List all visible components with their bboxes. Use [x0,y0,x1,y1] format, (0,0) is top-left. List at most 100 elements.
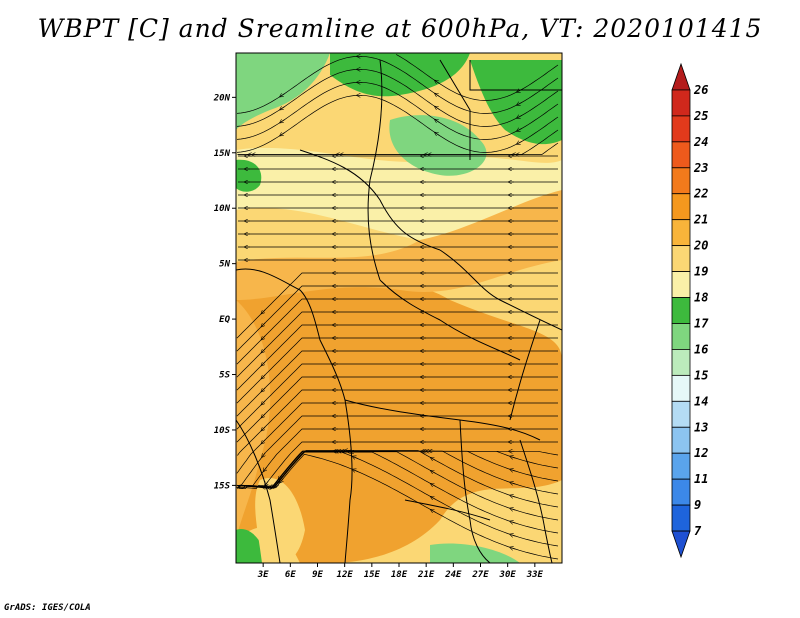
colorbar-box [671,452,691,480]
streamline-arrow [511,535,516,536]
streamline-arrow [436,107,440,109]
streamline-arrow [511,457,516,458]
lat-tick-label: 10S [214,426,231,436]
colorbar-label: 23 [693,161,708,175]
lon-tick-label: 27E [471,570,489,580]
streamline-arrow [262,348,266,352]
lon-tick-label: 15E [364,570,381,580]
streamline [237,451,559,534]
lon-tick-label: 30E [499,570,517,580]
border-line [367,59,383,281]
streamline [236,311,558,378]
streamline-arrow [518,116,522,118]
streamline-arrow [432,510,436,512]
border-line [459,419,491,563]
streamline-arrow [281,133,285,135]
colorbar-box [671,89,691,117]
streamline-arrow [436,120,440,122]
colorbar-box [671,478,691,506]
streamline [238,415,558,489]
streamline-arrow [432,471,436,473]
colorbar-box [671,374,691,402]
colorbar-box [671,323,691,350]
field-green-se-corner [430,543,520,563]
lon-tick-label: 9E [312,570,323,580]
streamline [236,272,558,339]
streamline-arrow [436,133,440,135]
streamline [236,81,559,140]
streamline-arrow [281,94,285,96]
streamline-arrow [354,457,358,459]
field-yellow-pale-band [236,147,562,240]
colorbar-label: 24 [693,135,708,149]
streamline-arrow [518,103,522,105]
colorbar-label: 17 [694,316,709,330]
border-line [439,59,471,160]
streamline-arrow [436,94,440,96]
border-line [404,499,491,521]
colorbar-box [671,297,691,324]
streamline [236,363,558,430]
colorbar-box [671,400,691,428]
colorbar-box [671,219,691,247]
colorbar-label: 26 [693,83,708,97]
streamline-arrow [518,129,522,131]
streamline-arrow [262,400,266,404]
latitude-axis: 20N 15N 10N 5N EQ 5S 10S 15S [213,93,236,491]
streamline-arrow [262,335,266,339]
border-line [236,419,281,563]
grads-credit: GrADS: IGES/COLA [4,603,91,613]
streamline-arrow [281,478,284,481]
streamline [236,450,559,495]
streamline-arrow [262,387,266,391]
border-line [236,268,346,401]
streamline-arrow [262,413,266,417]
field-yellow-southwest [255,478,305,563]
border-line [509,319,541,421]
colorbar-label: 14 [694,394,708,408]
border-line [299,149,441,251]
colorbar-top-arrow [671,62,691,91]
colorbar-label: 22 [693,187,708,201]
streamline [237,142,559,155]
field-green-sahel-center [330,53,470,97]
lat-tick-label: 5N [219,260,230,270]
colorbar-box [671,504,691,532]
lat-tick-label: 5S [219,371,230,381]
colorbar-box [671,141,691,169]
streamline-arrow [279,475,282,478]
lon-tick-label: 12E [337,570,354,580]
colorbar-bottom-arrow [671,530,691,559]
border-line [439,249,562,331]
lon-tick-label: 33E [526,570,544,580]
streamline [237,453,559,560]
streamline [236,376,558,443]
longitude-axis: 3E 6E 9E 12E 15E 18E 21E 24E 27E 30E 33E [257,563,544,580]
colorbar-label: 18 [694,291,708,305]
streamline-arrow [432,497,436,499]
lat-tick-label: 10N [214,204,231,214]
streamline [236,94,559,153]
colorbar-label: 12 [694,446,708,460]
colorbar-label: 9 [694,498,701,512]
colorbar-box [671,349,691,376]
colorbar-label: 21 [693,213,708,227]
lat-tick-label: 20N [213,93,231,103]
streamline-arrow [266,481,268,484]
streamline-arrow [262,439,266,443]
streamline-arrow [264,466,266,470]
field-green-west-patch [236,159,262,192]
streamline [236,324,558,391]
streamline [237,389,558,456]
border-line [344,399,353,563]
streamline-arrow [511,522,516,523]
lon-tick-label: 24E [444,570,462,580]
streamline [236,337,558,404]
colorbar-box [671,167,691,195]
streamline-arrow [432,458,436,460]
streamline-arrow [262,361,266,365]
field-green-east [389,115,487,176]
colorbar: 26 25 24 23 22 21 20 19 18 17 16 15 14 13 12 11 9 7 [671,62,709,559]
wbpt-field [236,53,562,563]
